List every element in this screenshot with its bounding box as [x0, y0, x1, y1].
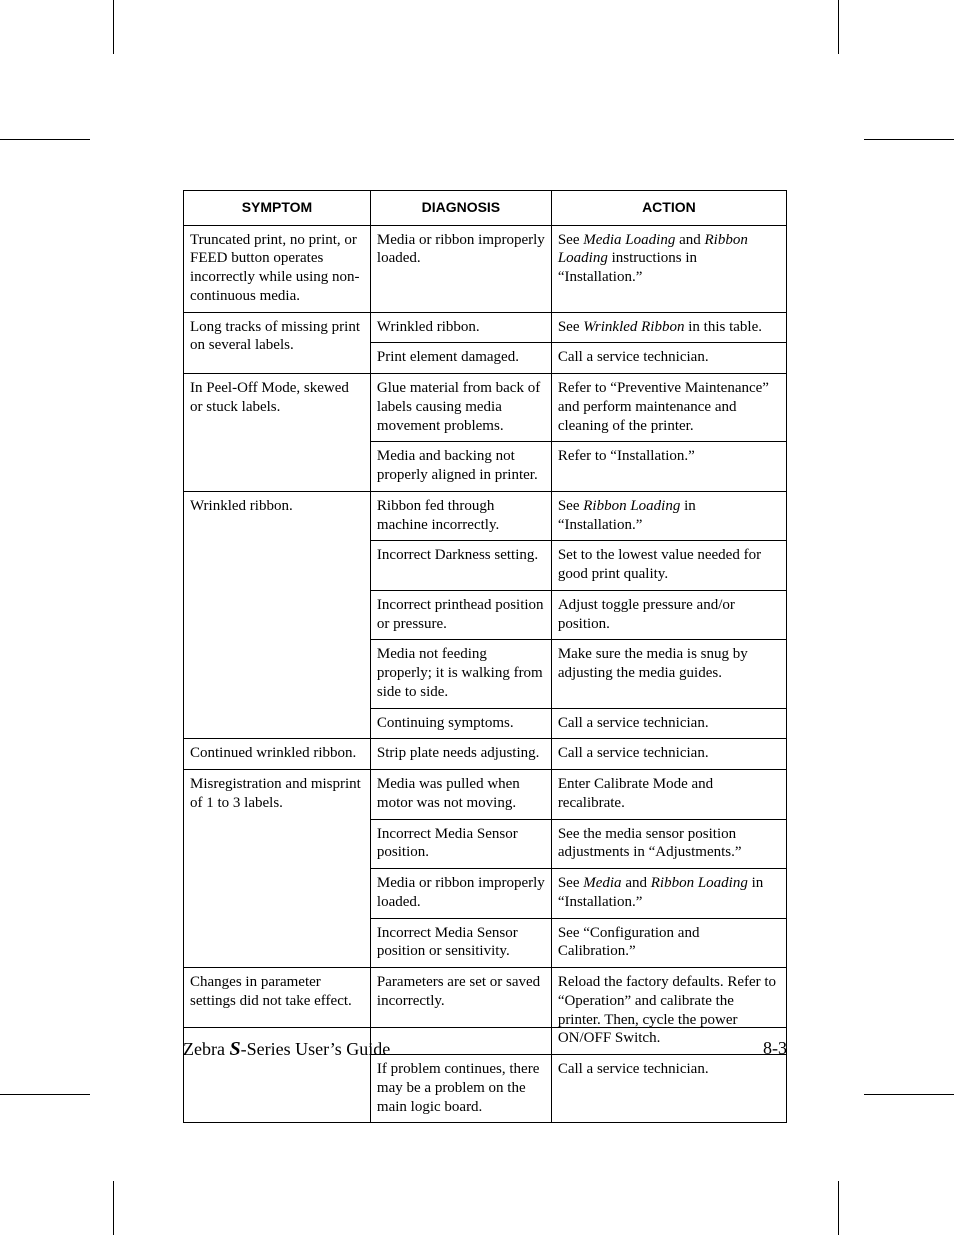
cell-action: Make sure the media is snug by adjusting… [551, 640, 786, 708]
cell-action: Call a service technician. [551, 739, 786, 770]
cell-action: Refer to “Installation.” [551, 442, 786, 492]
cell-diagnosis: Wrinkled ribbon. [370, 312, 551, 343]
cell-symptom: Continued wrinkled ribbon. [184, 739, 371, 770]
cell-diagnosis: Incorrect Darkness setting. [370, 541, 551, 591]
cell-diagnosis: Ribbon fed through machine incorrectly. [370, 491, 551, 541]
footer-title-s: S [229, 1038, 240, 1060]
cell-action: Call a service technician. [551, 708, 786, 739]
cell-action: Call a service technician. [551, 343, 786, 374]
content-area: SYMPTOM DIAGNOSIS ACTION Truncated print… [183, 190, 787, 1123]
col-header-action: ACTION [551, 191, 786, 226]
cell-diagnosis: Incorrect printhead position or pressure… [370, 590, 551, 640]
cell-action: See Wrinkled Ribbon in this table. [551, 312, 786, 343]
page-number: 8-3 [763, 1038, 787, 1061]
cell-action: See Media Loading and Ribbon Loading ins… [551, 225, 786, 312]
footer-rule [183, 1027, 787, 1028]
cell-symptom: Wrinkled ribbon. [184, 491, 371, 739]
cell-diagnosis: Glue material from back of labels causin… [370, 374, 551, 442]
cell-diagnosis: If problem continues, there may be a pro… [370, 1055, 551, 1123]
page-footer: Zebra S-Series User’s Guide 8-3 [183, 1027, 787, 1061]
cell-action: Refer to “Preventive Maintenance” and pe… [551, 374, 786, 442]
col-header-diagnosis: DIAGNOSIS [370, 191, 551, 226]
table-header-row: SYMPTOM DIAGNOSIS ACTION [184, 191, 787, 226]
cell-action: Enter Calibrate Mode and recalibrate. [551, 770, 786, 820]
table-row: Truncated print, no print, or FEED butto… [184, 225, 787, 312]
cell-diagnosis: Incorrect Media Sensor position. [370, 819, 551, 869]
table-row: Long tracks of missing print on several … [184, 312, 787, 343]
cell-action: Adjust toggle pressure and/or position. [551, 590, 786, 640]
table-row: Misregistration and misprint of 1 to 3 l… [184, 770, 787, 820]
cell-diagnosis: Media not feeding properly; it is walkin… [370, 640, 551, 708]
table-body: Truncated print, no print, or FEED butto… [184, 225, 787, 1123]
table-row: In Peel-Off Mode, skewed or stuck labels… [184, 374, 787, 442]
col-header-symptom: SYMPTOM [184, 191, 371, 226]
cell-action: See Media and Ribbon Loading in “Install… [551, 869, 786, 919]
cell-symptom: In Peel-Off Mode, skewed or stuck labels… [184, 374, 371, 492]
cell-action: Set to the lowest value needed for good … [551, 541, 786, 591]
cell-diagnosis: Media or ribbon improperly loaded. [370, 869, 551, 919]
cell-diagnosis: Print element damaged. [370, 343, 551, 374]
cell-diagnosis: Continuing symptoms. [370, 708, 551, 739]
cell-diagnosis: Media or ribbon improperly loaded. [370, 225, 551, 312]
table-row: Continued wrinkled ribbon.Strip plate ne… [184, 739, 787, 770]
cell-diagnosis: Media was pulled when motor was not movi… [370, 770, 551, 820]
cell-diagnosis: Strip plate needs adjusting. [370, 739, 551, 770]
table-row: Wrinkled ribbon.Ribbon fed through machi… [184, 491, 787, 541]
cell-action: See Ribbon Loading in “Installation.” [551, 491, 786, 541]
cell-symptom: Misregistration and misprint of 1 to 3 l… [184, 770, 371, 968]
cell-action: See the media sensor position adjustment… [551, 819, 786, 869]
cell-diagnosis: Incorrect Media Sensor position or sensi… [370, 918, 551, 968]
cell-symptom: Long tracks of missing print on several … [184, 312, 371, 374]
cell-symptom: Truncated print, no print, or FEED butto… [184, 225, 371, 312]
footer-title: Zebra S-Series User’s Guide [183, 1038, 390, 1061]
cell-action: See “Configuration and Calibration.” [551, 918, 786, 968]
cell-action: Call a service technician. [551, 1055, 786, 1123]
cell-diagnosis: Media and backing not properly aligned i… [370, 442, 551, 492]
footer-title-pre: Zebra [183, 1039, 229, 1059]
troubleshooting-table: SYMPTOM DIAGNOSIS ACTION Truncated print… [183, 190, 787, 1123]
footer-title-post: -Series User’s Guide [241, 1039, 391, 1059]
